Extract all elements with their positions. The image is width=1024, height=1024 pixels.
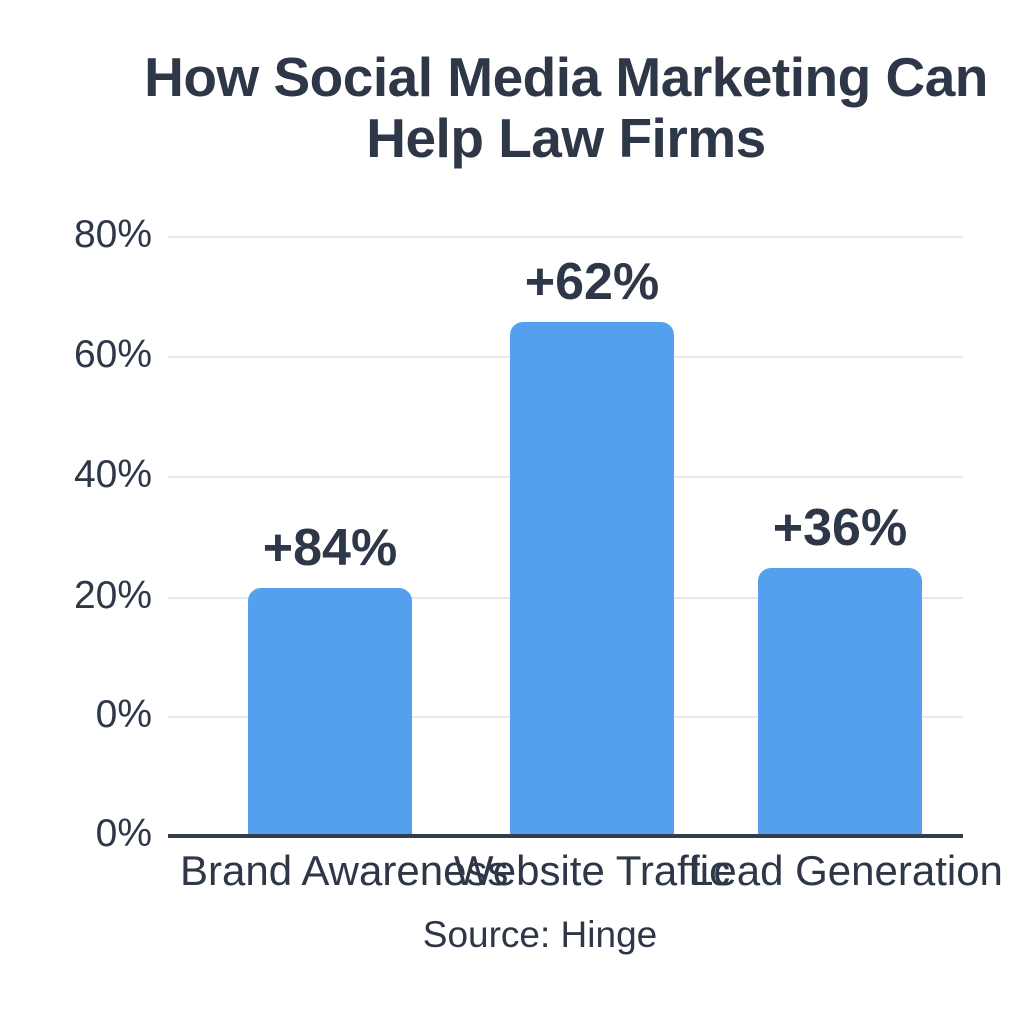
y-axis-tick-label: 60% bbox=[73, 333, 152, 376]
chart-title-line-2: Help Law Firms bbox=[366, 107, 766, 169]
y-axis-tick-label: 0% bbox=[95, 693, 152, 736]
gridline bbox=[168, 236, 963, 238]
x-axis-category-label: Lead Generation bbox=[690, 847, 1003, 894]
chart-title: How Social Media Marketing Can Help Law F… bbox=[104, 47, 1024, 169]
x-axis-category-label: Website Traffic bbox=[453, 847, 731, 894]
bar-value-label: +84% bbox=[262, 519, 398, 577]
x-axis-category-label: Brand Awareness bbox=[180, 847, 509, 894]
x-axis-line bbox=[168, 834, 963, 838]
bar-value-label: +36% bbox=[772, 499, 908, 557]
bar bbox=[510, 322, 674, 838]
bar bbox=[758, 568, 922, 838]
chart-title-line-1: How Social Media Marketing Can bbox=[144, 46, 988, 108]
y-axis-tick-label: 20% bbox=[73, 574, 152, 617]
bar bbox=[248, 588, 412, 838]
y-axis-tick-label: 80% bbox=[73, 213, 152, 256]
bar-value-label: +62% bbox=[524, 253, 660, 311]
y-axis-tick-label: 40% bbox=[73, 453, 152, 496]
source-caption: Source: Hinge bbox=[422, 914, 658, 955]
y-axis-tick-label: 0% bbox=[95, 812, 152, 855]
